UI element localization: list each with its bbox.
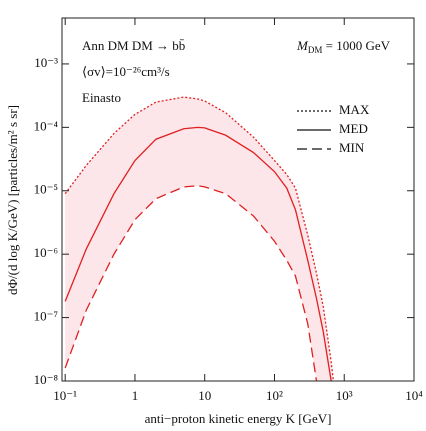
x-tick-label: 1 <box>132 388 139 403</box>
x-tick-label: 10 <box>198 388 211 403</box>
legend-label: MIN <box>339 140 365 155</box>
series-line <box>64 185 318 381</box>
plot-area <box>64 96 335 381</box>
x-tick-label: 10² <box>266 388 283 403</box>
mass-subscript: DM <box>308 45 323 55</box>
y-tick-label: 10⁻⁷ <box>34 309 58 324</box>
y-axis-label: dΦ/(d log K/GeV) [particles/m² s sr] <box>5 105 20 295</box>
series-line <box>64 126 332 381</box>
y-tick-label: 10⁻³ <box>34 55 58 70</box>
annotation: Ann DM DM → bb̄ <box>82 38 185 53</box>
legend-label: MAX <box>339 102 370 117</box>
y-tick-label: 10⁻⁶ <box>34 245 58 260</box>
series-line <box>64 96 335 381</box>
x-tick-label: 10³ <box>336 388 353 403</box>
x-tick-label: 10⁻¹ <box>53 388 77 403</box>
x-tick-label: 10⁴ <box>405 388 423 403</box>
annotation: Einasto <box>82 90 121 105</box>
plot-frame <box>61 17 415 382</box>
band <box>65 97 334 381</box>
legend-label: MED <box>339 121 368 136</box>
y-tick-label: 10⁻⁵ <box>34 182 58 197</box>
y-tick-label: 10⁻⁴ <box>34 118 59 133</box>
mass-value: = 1000 GeV <box>322 38 390 53</box>
y-tick-label: 10⁻⁸ <box>34 372 59 387</box>
x-axis-label: anti−proton kinetic energy K [GeV] <box>145 411 332 426</box>
mass-symbol: M <box>296 38 309 53</box>
annotation: ⟨σv⟩=10⁻²⁶cm³/s <box>82 64 170 79</box>
mass-annotation: MDM = 1000 GeV <box>296 38 391 55</box>
